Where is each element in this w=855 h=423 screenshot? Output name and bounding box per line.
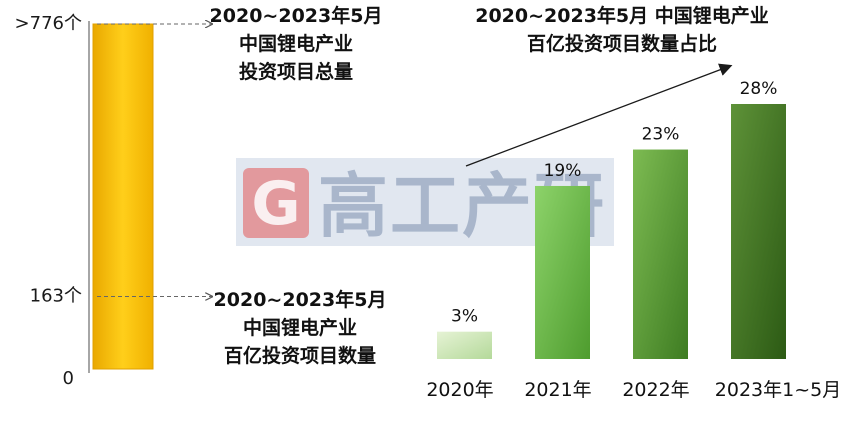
right-chart: 2020~2023年5月 中国锂电产业 百亿投资项目数量占比 3% 19% 23% 2… — [426, 4, 841, 401]
annotation-total-line-1: 2020~2023年5月 — [210, 4, 383, 27]
category-label-1: 2020年 — [426, 379, 493, 401]
value-label-4: 28% — [740, 79, 778, 99]
annotation-100b-line-1: 2020~2023年5月 — [214, 288, 387, 311]
right-category-labels: 2020年 2021年 2022年 2023年1~5月 — [426, 379, 841, 401]
bar-2 — [535, 185, 590, 359]
value-label-2: 19% — [544, 161, 582, 181]
bar-4 — [731, 104, 786, 359]
tick-label-0: 0 — [63, 368, 74, 389]
right-chart-title-line-1: 2020~2023年5月 中国锂电产业 — [475, 4, 769, 27]
annotation-total-line-3: 投资项目总量 — [239, 60, 353, 83]
category-label-2: 2021年 — [524, 379, 591, 401]
bar-3 — [633, 149, 688, 359]
value-label-1: 3% — [451, 307, 478, 327]
annotation-total-line-2: 中国锂电产业 — [239, 32, 353, 55]
value-label-3: 23% — [642, 125, 680, 145]
annotation-100b-line-2: 中国锂电产业 — [243, 316, 357, 339]
right-chart-title-line-2: 百亿投资项目数量占比 — [527, 32, 717, 55]
tick-label-163: 163个 — [30, 286, 82, 307]
tick-label-776: >776个 — [15, 13, 82, 34]
annotation-100b-line-3: 百亿投资项目数量 — [224, 344, 376, 367]
left-chart: >776个 163个 0 2020~2023年5月 中国锂电产业 投资项目总量 … — [15, 4, 387, 389]
annotation-total: 2020~2023年5月 中国锂电产业 投资项目总量 — [210, 4, 383, 83]
bar-1 — [437, 331, 492, 359]
total-bar — [92, 23, 154, 370]
watermark-letter: G — [251, 169, 300, 239]
right-value-labels: 3% 19% 23% 28% — [451, 79, 777, 327]
trend-arrow — [465, 63, 733, 167]
category-label-4: 2023年1~5月 — [715, 379, 841, 401]
right-bars — [437, 104, 786, 359]
annotation-100b: 2020~2023年5月 中国锂电产业 百亿投资项目数量 — [214, 288, 387, 367]
category-label-3: 2022年 — [622, 379, 689, 401]
